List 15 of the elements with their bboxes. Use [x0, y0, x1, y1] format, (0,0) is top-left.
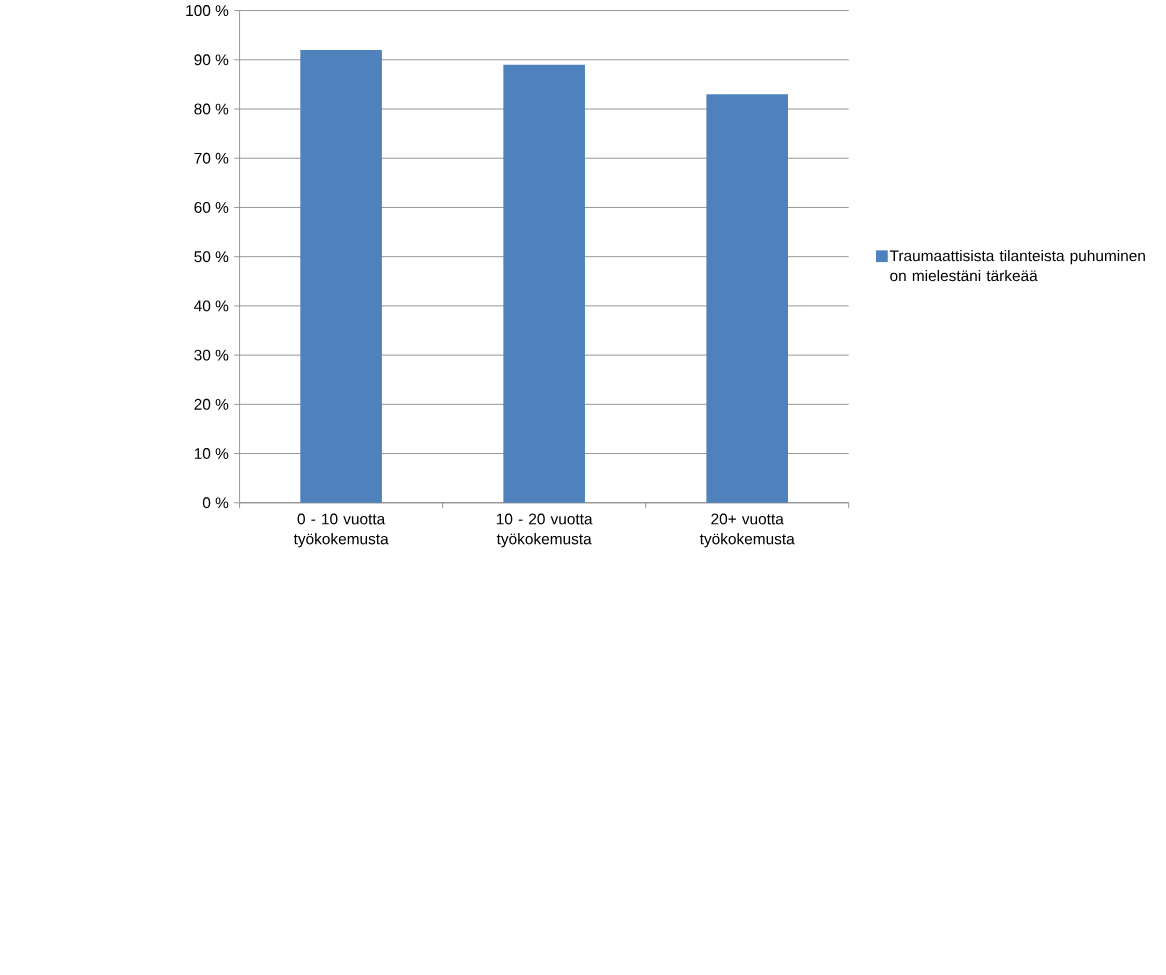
- y-tick-label: 30 %: [194, 349, 229, 361]
- y-tick-label: 80 %: [194, 103, 229, 115]
- y-tick-label: 40 %: [194, 300, 229, 312]
- y-tick-label: 20 %: [194, 398, 229, 410]
- legend-label: Traumaattisista tilanteista puhuminen on mielestäni tärkeää: [889, 249, 1145, 282]
- x-tick-label: 10 - 20 vuotta työkokemusta: [496, 513, 593, 548]
- y-tick-label: 10 %: [194, 447, 229, 459]
- y-tick-label: 70 %: [194, 152, 229, 164]
- y-tick-label: 90 %: [194, 54, 229, 66]
- y-tick-label: 60 %: [194, 201, 229, 213]
- x-tick-label: 20+ vuotta työkokemusta: [699, 513, 795, 548]
- x-tick-label: 0 - 10 vuotta työkokemusta: [293, 513, 389, 548]
- y-tick-label: 0 %: [202, 497, 229, 509]
- y-tick-label: 50 %: [194, 251, 229, 262]
- y-tick-label: 100 %: [186, 4, 229, 16]
